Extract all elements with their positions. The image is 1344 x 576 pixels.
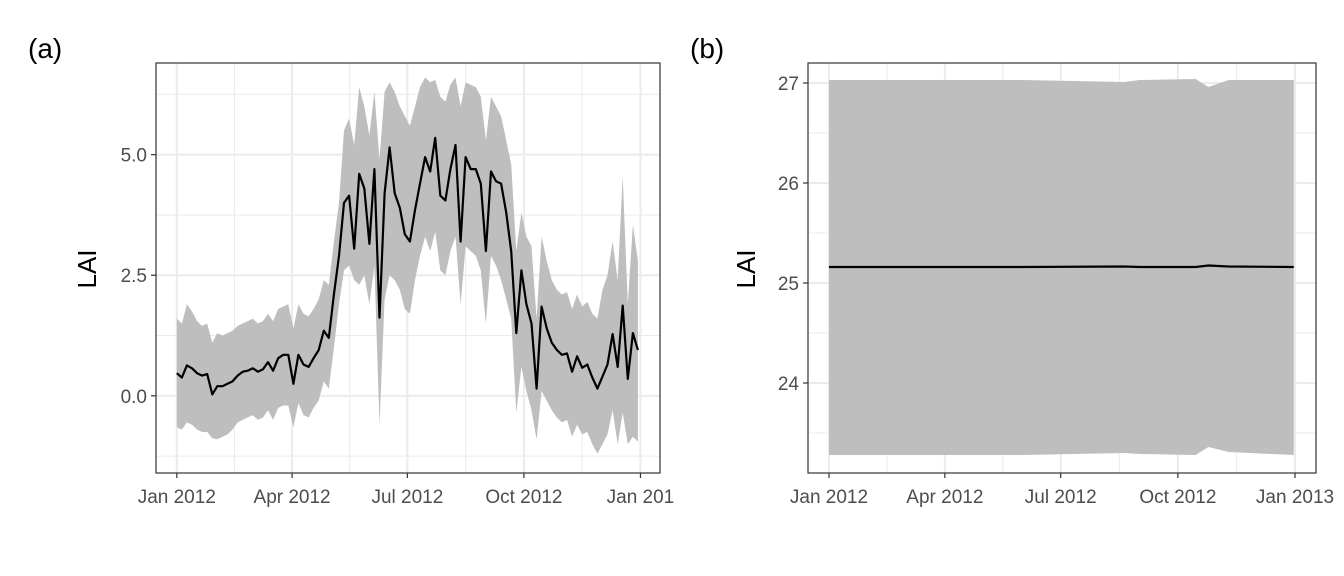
panel-b-x-tick-label: Jan 2013: [1256, 487, 1334, 508]
panel-b-x-tick-label: Jan 2012: [790, 487, 868, 508]
panel-b: (b) LAI 24 25 26 27 Jan 2012 Apr 2012 Jul 2012…: [690, 33, 1334, 508]
panel-a-x-tick-label: Jan 2012: [138, 487, 216, 508]
panel-a-y-tick-label: 2.5: [121, 266, 147, 287]
panel-b-y-tick-label: 25: [778, 274, 799, 295]
panel-a-tag: (a): [28, 33, 62, 64]
panel-a-y-axis-title: LAI: [72, 249, 102, 288]
panel-a-x-tick-label: Oct 2012: [485, 487, 562, 508]
panel-a-y-tick-label: 0.0: [121, 387, 147, 408]
panel-b-y-tick-label: 24: [778, 374, 800, 395]
panel-b-panel-border: [807, 62, 1317, 474]
panel-b-x-tick-label: Apr 2012: [906, 487, 983, 508]
panel-b-x-tick-label: Jul 2012: [1025, 487, 1097, 508]
panel-a-uncertainty-band: [176, 77, 638, 454]
panel-b-y-tick-label: 27: [778, 74, 799, 95]
panel-a-x-tick-label: Jul 2012: [371, 487, 443, 508]
panel-b-mean-line: [829, 264, 1294, 269]
panel-b-x-tick-label: Oct 2012: [1139, 487, 1216, 508]
panel-b-y-axis-title: LAI: [731, 249, 761, 288]
panel-a-plot: 0.0 2.5 5.0 Jan 2012 Apr 2012 Jul 2012 Oct 201…: [121, 62, 675, 508]
panel-a-x-tick-label: Apr 2012: [254, 487, 331, 508]
panel-a-x-tick-label: Jan 201: [607, 487, 675, 508]
panel-a: (a) LAI 0.0 2.5 5.0 Jan 2012 Apr 2012 Jul 201…: [28, 33, 674, 508]
panel-b-tag: (b): [690, 33, 724, 64]
panel-a-mean-line: [176, 136, 639, 396]
panel-a-y-tick-label: 5.0: [121, 146, 147, 167]
panel-b-plot: 24 25 26 27 Jan 2012 Apr 2012 Jul 2012 Oct 2012…: [778, 62, 1334, 508]
panel-b-y-tick-label: 26: [778, 174, 799, 195]
panel-a-panel-border: [155, 62, 661, 474]
